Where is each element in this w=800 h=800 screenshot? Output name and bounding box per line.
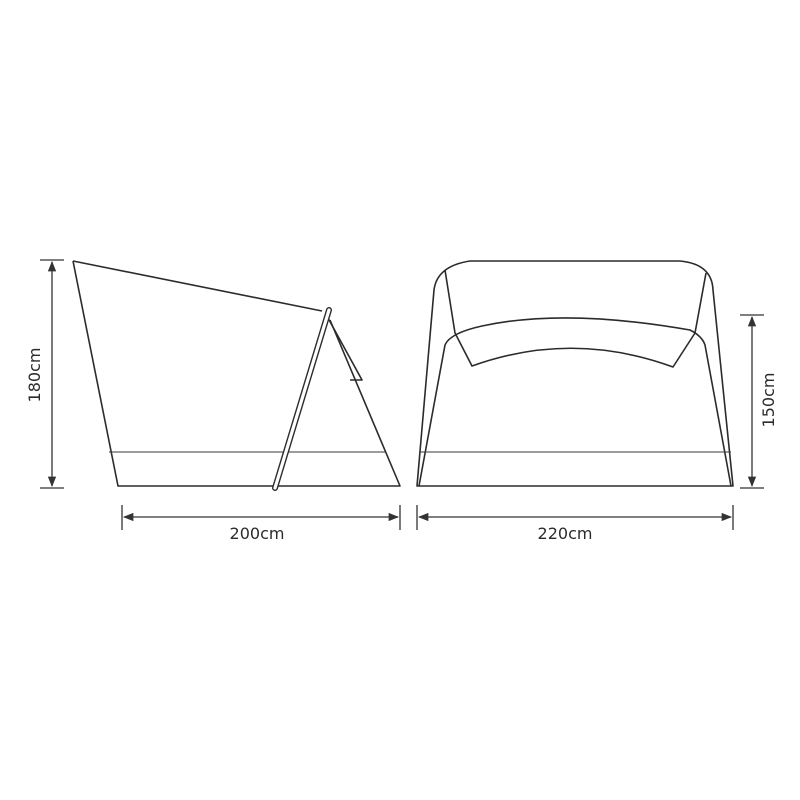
side-pole-inner (273, 308, 331, 490)
front-height-label: 150cm (759, 373, 778, 428)
side-view: 180cm 200cm (25, 259, 401, 543)
side-width-label: 200cm (230, 524, 285, 543)
side-flap (327, 317, 363, 381)
side-height-label: 180cm (25, 348, 44, 403)
front-outer-outline (416, 260, 734, 487)
front-inner-frame (444, 269, 707, 368)
front-view: 150cm 220cm (416, 260, 778, 543)
side-canopy-outline (72, 260, 401, 487)
front-upper-band (418, 317, 732, 487)
front-width-label: 220cm (538, 524, 593, 543)
